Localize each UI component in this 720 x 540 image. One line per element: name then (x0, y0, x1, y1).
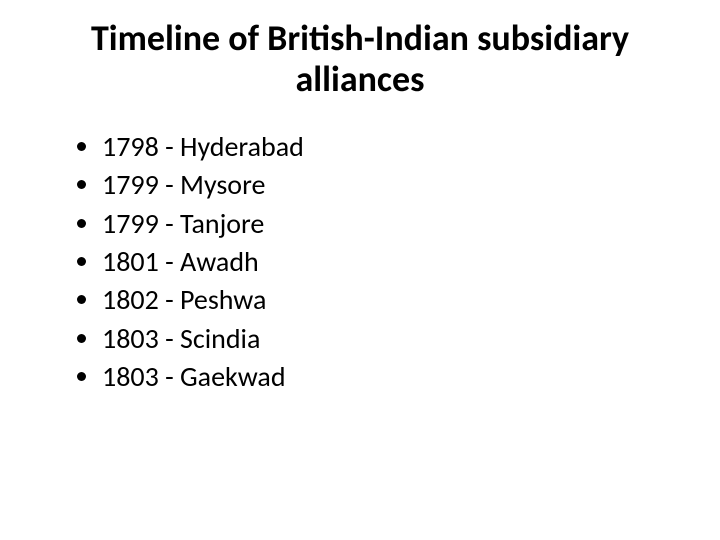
list-item: 1798 - Hyderabad (102, 129, 680, 165)
list-item: 1803 - Scindia (102, 321, 680, 357)
slide-title: Timeline of British-Indian subsidiary al… (40, 18, 680, 101)
timeline-list: 1798 - Hyderabad 1799 - Mysore 1799 - Ta… (40, 129, 680, 396)
list-item: 1801 - Awadh (102, 244, 680, 280)
list-item: 1802 - Peshwa (102, 282, 680, 318)
list-item: 1799 - Mysore (102, 167, 680, 203)
list-item: 1799 - Tanjore (102, 206, 680, 242)
list-item: 1803 - Gaekwad (102, 359, 680, 395)
slide: Timeline of British-Indian subsidiary al… (0, 0, 720, 540)
